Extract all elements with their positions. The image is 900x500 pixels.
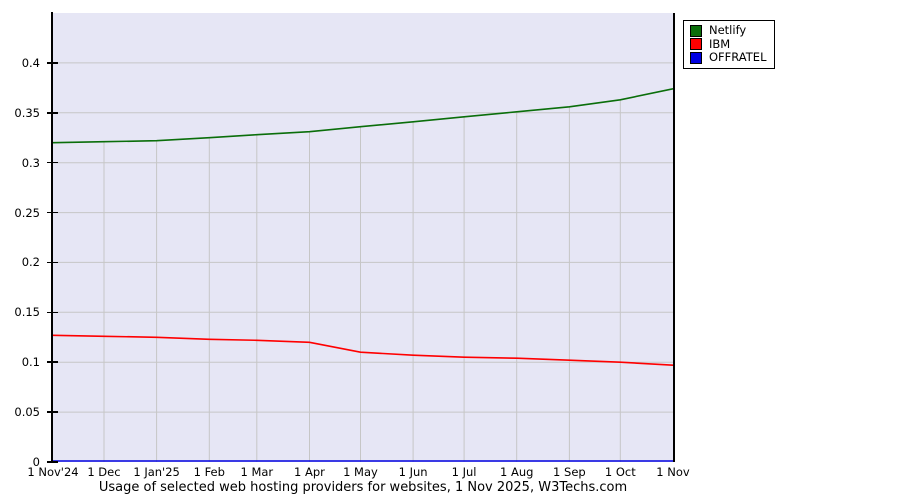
plot-right-border: [673, 13, 675, 462]
y-axis-tick: [47, 411, 58, 413]
x-axis-tick-label: 1 Nov'24: [27, 465, 79, 479]
y-axis-tick: [47, 211, 58, 214]
x-axis-tick-label: 1 Apr: [294, 465, 325, 479]
ibm-color-swatch: [690, 38, 702, 51]
netlify-color-swatch: [690, 24, 702, 37]
y-axis-tick-label: 0.3: [21, 155, 40, 170]
y-axis-line: [51, 12, 53, 463]
legend-label-offratel: OFFRATEL: [709, 50, 767, 65]
legend-label-ibm: IBM: [709, 36, 731, 51]
y-axis-tick-label: 0.2: [21, 255, 40, 270]
y-axis-tick-label: 0: [32, 455, 40, 469]
x-axis-tick-label: 1 Mar: [240, 465, 274, 479]
x-axis-tick-label: 1 Jan'25: [133, 465, 180, 479]
x-axis-tick-label: 1 Aug: [500, 465, 534, 479]
y-axis-tick: [47, 311, 58, 314]
y-axis-tick: [47, 261, 58, 264]
x-axis-tick-label: 1 May: [343, 465, 378, 479]
x-axis-tick-label: 1 Dec: [87, 465, 121, 479]
y-axis-tick-label: 0.4: [21, 55, 40, 70]
y-axis-tick: [47, 112, 58, 114]
offratel-color-swatch: [690, 51, 702, 64]
x-axis-tick-label: 1 Sep: [553, 465, 586, 479]
legend-item-ibm: IBM: [690, 36, 766, 52]
y-axis-tick-label: 0.05: [14, 405, 40, 420]
y-axis-tick: [47, 62, 58, 64]
legend: Netlify IBM OFFRATEL: [683, 20, 776, 69]
x-axis-tick-label: 1 Oct: [604, 465, 636, 479]
chart-lines-svg: [53, 62, 673, 462]
x-axis-tick-label: 1 Jul: [451, 465, 477, 479]
y-axis-tick: [47, 461, 58, 463]
x-axis-tick-label: 1 Jun: [398, 465, 428, 479]
chart-caption: Usage of selected web hosting providers …: [98, 480, 628, 495]
plot-area: [53, 13, 673, 462]
y-axis-tick-label: 0.15: [14, 305, 40, 320]
legend-item-netlify: Netlify: [690, 24, 766, 38]
y-axis-tick: [47, 161, 58, 164]
x-axis-tick-label: 1 Feb: [193, 465, 225, 479]
y-axis-tick-label: 0.35: [14, 105, 40, 120]
y-axis-tick-label: 0.1: [21, 355, 40, 370]
legend-label-netlify: Netlify: [709, 23, 747, 38]
x-axis-tick-label: 1 Nov: [656, 465, 690, 479]
y-axis-tick: [47, 361, 58, 363]
y-axis-tick-label: 0.25: [14, 205, 40, 220]
legend-item-offratel: OFFRATEL: [690, 51, 766, 65]
